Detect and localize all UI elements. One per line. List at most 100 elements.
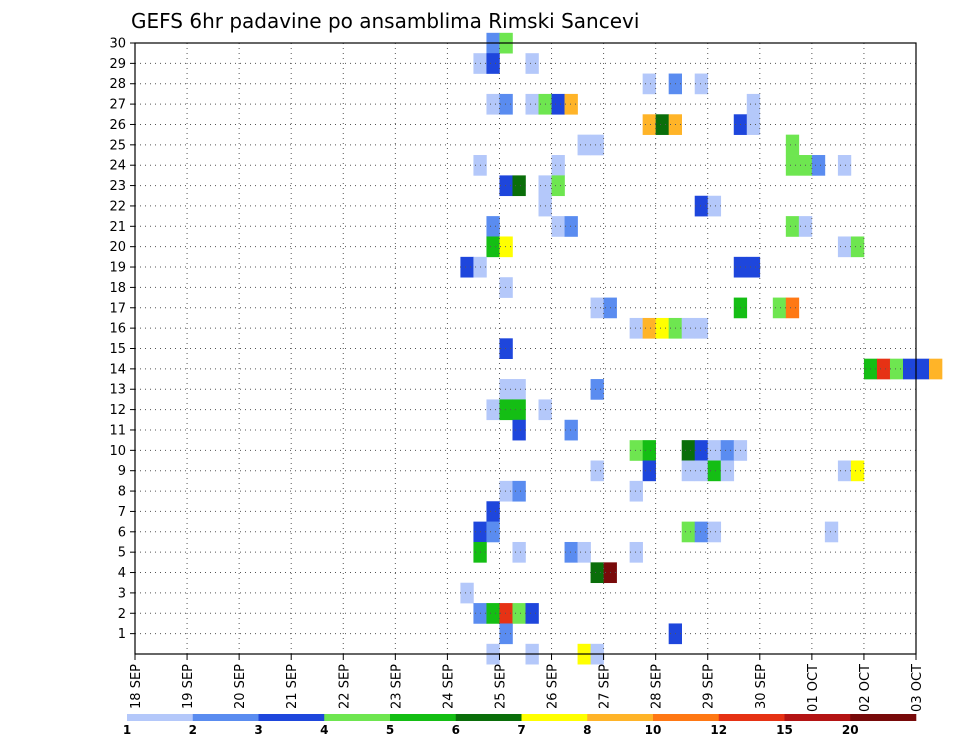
colorbar-segment bbox=[653, 714, 720, 721]
x-axis-ticks: 18 SEP 19 SEP 20 SEP 21 SEP 22 SEP 23 SEP 24 S… bbox=[129, 654, 925, 712]
heatmap-cell bbox=[642, 460, 656, 482]
x-tick-label: 30 SEP bbox=[754, 664, 769, 709]
y-tick-label: 15 bbox=[109, 342, 126, 357]
heatmap-cell bbox=[681, 521, 696, 543]
colorbar-label: 15 bbox=[776, 723, 793, 737]
heatmap-cell bbox=[707, 440, 722, 461]
heatmap-cell bbox=[629, 317, 643, 339]
heatmap-cell bbox=[811, 155, 826, 176]
y-tick-label: 12 bbox=[109, 403, 126, 418]
heatmap-cell bbox=[551, 93, 565, 115]
colorbar-label: 12 bbox=[710, 723, 727, 737]
heatmap-cell bbox=[486, 53, 500, 74]
heatmap-cell bbox=[746, 93, 761, 115]
colorbar-segment bbox=[324, 714, 391, 721]
heatmap-cell bbox=[499, 603, 513, 624]
heatmap-cell bbox=[629, 480, 643, 502]
heatmap-cell bbox=[785, 134, 800, 156]
heatmap-cell bbox=[785, 297, 800, 319]
heatmap-cell bbox=[642, 440, 656, 461]
heatmap-cell bbox=[525, 93, 539, 115]
heatmap-cell bbox=[681, 317, 696, 339]
heatmap-cell bbox=[837, 236, 852, 258]
heatmap-cell bbox=[486, 399, 500, 421]
heatmap-cell bbox=[642, 317, 656, 339]
colorbar-label: 7 bbox=[517, 723, 525, 737]
heatmap-cell bbox=[499, 480, 513, 502]
heatmap-cell bbox=[564, 216, 578, 237]
y-tick-label: 4 bbox=[118, 566, 126, 581]
heatmap-cell bbox=[694, 440, 709, 461]
colorbar-label: 20 bbox=[842, 723, 859, 737]
heatmap-cell bbox=[694, 460, 709, 482]
y-tick-label: 14 bbox=[109, 362, 126, 377]
x-tick-label: 28 SEP bbox=[650, 664, 665, 709]
colorbar-segment bbox=[455, 714, 522, 721]
heatmap-cell bbox=[512, 603, 526, 624]
heatmap-cell bbox=[707, 460, 722, 482]
heatmap-cell bbox=[707, 195, 722, 217]
y-tick-label: 5 bbox=[118, 546, 126, 561]
heatmap-cell bbox=[720, 460, 735, 482]
heatmap-cell bbox=[512, 480, 526, 502]
y-tick-label: 9 bbox=[118, 464, 126, 479]
heatmap-cell bbox=[681, 460, 696, 482]
heatmap-cell bbox=[499, 379, 513, 400]
heatmap-cell bbox=[694, 73, 709, 95]
y-axis-ticks: 1234567891011121314151617181920212223242… bbox=[109, 37, 135, 642]
x-tick-label: 18 SEP bbox=[129, 664, 144, 709]
heatmap-cell bbox=[460, 256, 474, 278]
x-tick-label: 20 SEP bbox=[233, 664, 248, 709]
heatmap-cell bbox=[512, 541, 526, 563]
heatmap-cell bbox=[929, 358, 943, 380]
colorbar-label: 2 bbox=[189, 723, 197, 737]
heatmap-cell bbox=[512, 379, 526, 400]
heatmap-cell bbox=[551, 175, 565, 197]
colorbar-label: 3 bbox=[254, 723, 262, 737]
colorbar-label: 4 bbox=[320, 723, 328, 737]
x-tick-label: 02 OCT bbox=[858, 664, 873, 712]
heatmap-cell bbox=[720, 440, 735, 461]
heatmap-cell bbox=[590, 379, 604, 400]
y-tick-label: 22 bbox=[109, 199, 126, 214]
x-tick-label: 25 SEP bbox=[493, 664, 508, 709]
heatmap-cell bbox=[824, 521, 839, 543]
heatmap-cell bbox=[694, 195, 709, 217]
colorbar-segment bbox=[258, 714, 325, 721]
heatmap-cell bbox=[889, 358, 904, 380]
heatmap-cell bbox=[837, 155, 852, 176]
heatmap-cell bbox=[850, 236, 865, 258]
y-tick-label: 8 bbox=[118, 485, 126, 500]
y-tick-label: 11 bbox=[109, 423, 126, 438]
heatmap-cell bbox=[876, 358, 891, 380]
heatmap-cell bbox=[590, 460, 604, 482]
y-tick-label: 3 bbox=[118, 586, 126, 601]
heatmap-cell bbox=[525, 53, 539, 74]
x-tick-label: 03 OCT bbox=[910, 664, 925, 712]
heatmap-cell bbox=[746, 256, 761, 278]
heatmap-cell bbox=[850, 460, 865, 482]
x-tick-label: 23 SEP bbox=[389, 664, 404, 709]
heatmap-cell bbox=[499, 175, 513, 197]
x-tick-label: 29 SEP bbox=[702, 664, 717, 709]
y-tick-label: 30 bbox=[109, 37, 126, 52]
heatmap-cell bbox=[916, 358, 930, 380]
colorbar-label: 5 bbox=[386, 723, 394, 737]
x-tick-label: 27 SEP bbox=[598, 664, 613, 709]
heatmap-cell bbox=[512, 419, 526, 441]
heatmap-cell bbox=[590, 562, 604, 584]
colorbar-segment bbox=[784, 714, 851, 721]
heatmap-cell bbox=[642, 114, 656, 135]
x-tick-label: 26 SEP bbox=[546, 664, 561, 709]
colorbar-segment bbox=[587, 714, 654, 721]
heatmap-cell bbox=[551, 216, 565, 237]
heatmap-cell bbox=[564, 541, 578, 563]
heatmap-cell bbox=[694, 317, 709, 339]
heatmap-cell bbox=[590, 134, 604, 156]
heatmap-cell bbox=[785, 155, 800, 176]
heatmap-cell bbox=[629, 541, 643, 563]
heatmap-cell bbox=[655, 317, 669, 339]
colorbar-segment bbox=[521, 714, 588, 721]
heatmap-cell bbox=[525, 603, 539, 624]
y-tick-label: 17 bbox=[109, 301, 126, 316]
